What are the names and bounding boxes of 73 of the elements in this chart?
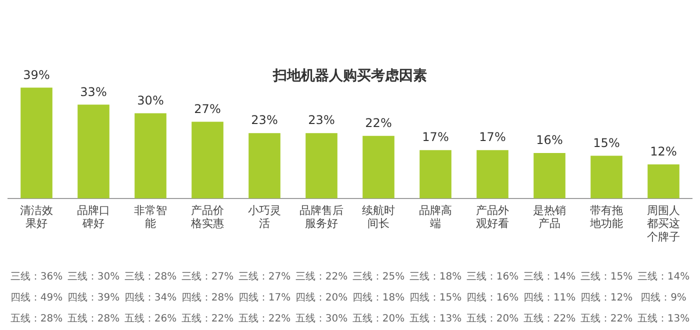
text: 五线：20%: [352, 312, 405, 325]
text: 五线：28%: [67, 312, 120, 325]
text: 三线：36%: [10, 270, 63, 283]
data-label: 23%: [251, 113, 278, 128]
text: 四线：28%: [181, 292, 234, 304]
text: 三线：16%: [466, 270, 519, 283]
bar: [420, 150, 452, 198]
x-tick-label: 带有拖地功能: [589, 204, 623, 230]
chart-title: 扫地机器人购买考虑因素: [272, 68, 427, 84]
data-label: 15%: [593, 136, 620, 150]
text: 三线：15%: [580, 270, 633, 283]
bar: [648, 164, 680, 198]
data-label: 16%: [536, 133, 563, 148]
x-tick-label: 产品价格实惠: [190, 204, 224, 230]
x-tick-label: 小巧灵活: [248, 204, 281, 230]
x-tick-label: 是热销产品: [533, 204, 566, 230]
data-label: 17%: [422, 130, 449, 144]
data-label: 27%: [194, 102, 221, 116]
x-tick-label: 品牌口碑好: [77, 204, 110, 230]
x-tick-label: 非常智能: [134, 204, 167, 230]
bar: [134, 113, 166, 198]
text: 五线：26%: [124, 312, 177, 325]
bar: [306, 133, 338, 198]
bar: [20, 88, 52, 198]
data-label: 17%: [479, 130, 506, 144]
text: 三线：30%: [67, 270, 120, 283]
text: 四线：11%: [523, 292, 576, 304]
data-label: 33%: [80, 84, 107, 99]
text: 五线：28%: [10, 312, 63, 325]
text: 四线：15%: [409, 292, 462, 304]
data-label: 39%: [23, 68, 50, 82]
x-tick-label: 产品外观好看: [476, 204, 509, 230]
bar: [78, 104, 110, 198]
bar: [362, 136, 394, 198]
text: 五线：22%: [580, 312, 633, 325]
x-tick-label: 品牌高端: [419, 204, 452, 230]
bar: [476, 150, 508, 198]
x-tick-label: 周围人都买这个牌子: [647, 204, 680, 244]
text: 四线：12%: [580, 292, 633, 304]
x-tick-label: 清洁效果好: [20, 204, 53, 230]
text: 五线：30%: [295, 312, 348, 325]
text: 四线：34%: [124, 292, 177, 304]
text: 三线：27%: [238, 270, 291, 283]
data-label: 30%: [137, 93, 164, 108]
text: 四线：9%: [640, 292, 686, 304]
text: 四线：18%: [352, 292, 405, 304]
text: 三线：14%: [637, 270, 690, 283]
text: 四线：16%: [466, 292, 519, 304]
text: 三线：14%: [523, 270, 576, 283]
text: 四线：39%: [67, 292, 120, 304]
x-tick-label: 续航时间长: [362, 204, 395, 230]
bar: [534, 152, 566, 198]
text: 五线：22%: [238, 312, 291, 325]
data-label: 22%: [365, 116, 392, 130]
text: 五线：13%: [637, 312, 690, 325]
bar: [248, 133, 280, 198]
x-tick-label: 品牌售后服务好: [300, 204, 344, 230]
text: 三线：18%: [409, 270, 462, 283]
text: 四线：17%: [238, 292, 291, 304]
data-label: 23%: [308, 113, 335, 128]
text: 三线：28%: [124, 270, 177, 283]
text: 五线：13%: [409, 312, 462, 325]
text: 五线：22%: [181, 312, 234, 325]
text: 三线：22%: [295, 270, 348, 283]
text: 五线：22%: [523, 312, 576, 325]
bar: [590, 156, 622, 198]
text: 四线：49%: [10, 292, 63, 304]
text: 四线：20%: [295, 292, 348, 304]
text: 三线：27%: [181, 270, 234, 283]
data-label: 12%: [650, 144, 677, 158]
bar: [192, 122, 224, 198]
text: 五线：20%: [466, 312, 519, 325]
text: 三线：25%: [352, 270, 405, 283]
